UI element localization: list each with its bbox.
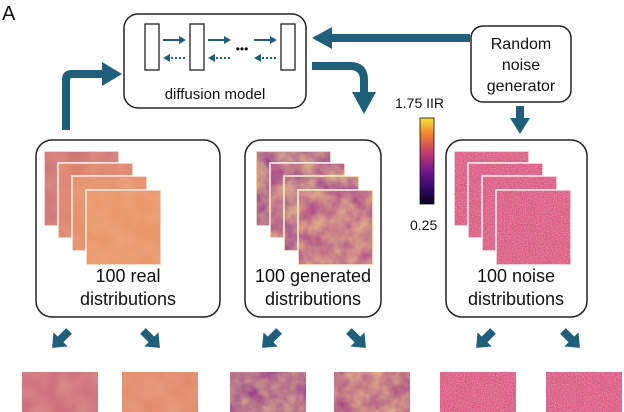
noise-label-line2: distributions [468,289,564,309]
reverse-arrow-icon [163,54,276,62]
network-layer [280,23,296,71]
down-arrows [52,328,580,348]
real-label-line2: distributions [80,289,176,309]
colorbar-max-label: 1.75 IIR [395,95,444,111]
arrow-model-to-generated-icon [312,62,376,114]
noise-generator-line3: generator [487,78,556,95]
sample-tiles [22,372,622,412]
down-left-arrow-icon [262,328,282,348]
ellipsis-dots: ••• [236,42,249,56]
noise-generator-line1: Random [491,36,551,53]
arrow-generator-to-noise-icon [510,106,530,134]
down-right-arrow-icon [560,328,580,348]
map-stack [453,150,572,266]
noise-generator-line2: noise [502,57,540,74]
map-stack [43,150,162,266]
arrow-real-to-model-icon [62,62,122,130]
down-right-arrow-icon [140,328,160,348]
colorbar: 1.75 IIR 0.25 [395,95,444,233]
noise-distributions-group: 100 noise distributions [445,139,588,318]
generated-distributions-group: 100 generated distributions [244,139,382,318]
noise-label-line1: 100 noise [477,266,555,286]
forward-arrow-icon [163,36,277,44]
real-label-line1: 100 real [95,266,160,286]
diffusion-model-label: diffusion model [165,86,266,103]
down-left-arrow-icon [52,328,72,348]
generated-label-line2: distributions [265,289,361,309]
generated-label-line1: 100 generated [255,266,371,286]
real-distributions-group: 100 real distributions [35,139,221,318]
map-stack [255,150,374,266]
panel-label: A [2,3,16,25]
diffusion-model-box: ••• diffusion model [123,13,307,109]
network-layer [144,23,160,71]
colorbar-min-label: 0.25 [410,217,437,233]
network-layer [189,23,205,71]
arrow-noise-to-model-icon [312,27,470,49]
down-left-arrow-icon [476,328,496,348]
noise-generator-box: Random noise generator [470,25,572,103]
down-right-arrow-icon [346,328,366,348]
